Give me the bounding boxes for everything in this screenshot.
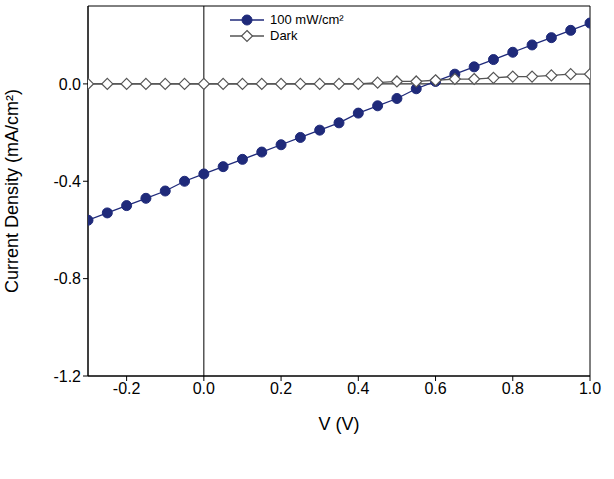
html-text:Dark: Dark — [270, 28, 298, 43]
svg-text:0.6: 0.6 — [424, 380, 446, 397]
svg-text:-0.8: -0.8 — [53, 270, 81, 287]
svg-text:-1.2: -1.2 — [53, 368, 81, 385]
svg-text:0.4: 0.4 — [347, 380, 369, 397]
svg-text:0.8: 0.8 — [502, 380, 524, 397]
html-text:100 mW/cm²: 100 mW/cm² — [270, 12, 344, 27]
svg-text:-0.4: -0.4 — [53, 173, 81, 190]
svg-text:0.2: 0.2 — [270, 380, 292, 397]
svg-text:0.0: 0.0 — [59, 76, 81, 93]
svg-text:-0.2: -0.2 — [113, 380, 141, 397]
svg-text:1.0: 1.0 — [579, 380, 601, 397]
svg-text:V (V): V (V) — [318, 414, 359, 434]
svg-text:0.0: 0.0 — [193, 380, 215, 397]
svg-text:Current Density (mA/cm²): Current Density (mA/cm²) — [2, 89, 22, 293]
